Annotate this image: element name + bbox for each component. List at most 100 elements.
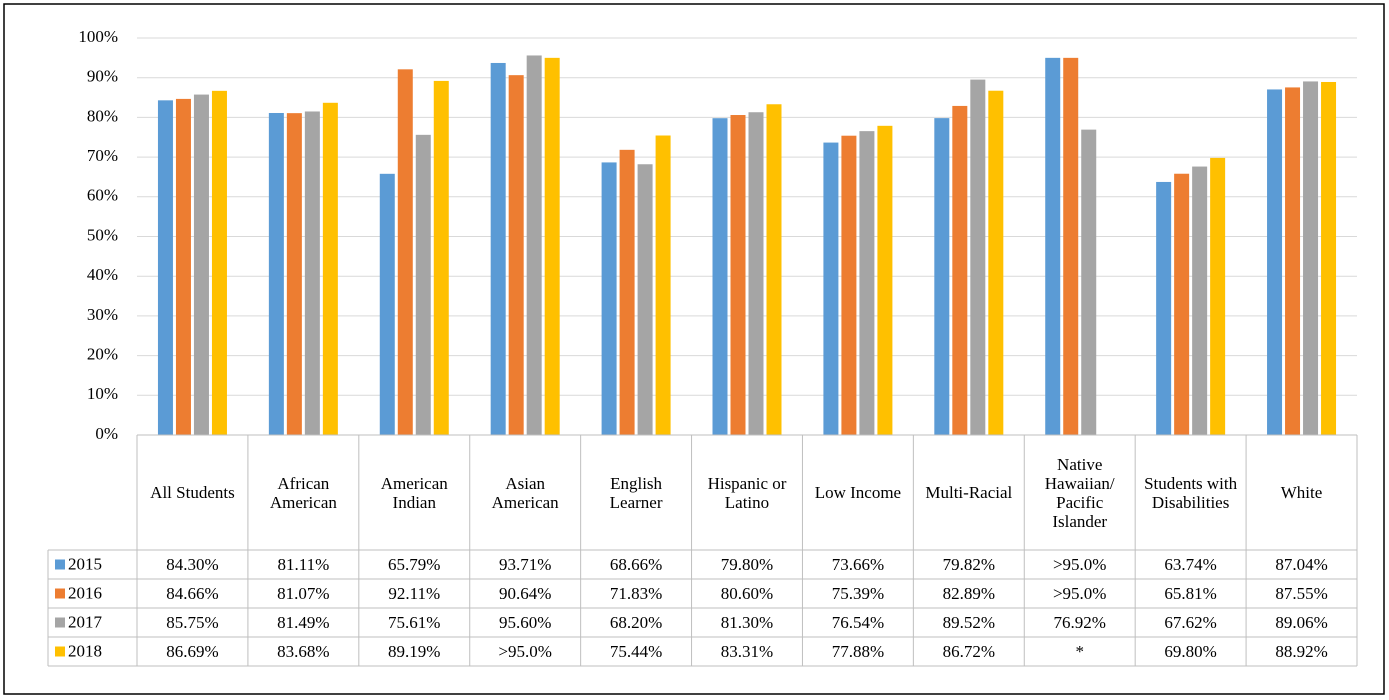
legend-swatch [55,617,65,628]
bar [508,75,524,435]
category-label: English Learner [609,473,663,512]
bar [952,105,968,435]
category-label: Multi-Racial [925,483,1013,502]
value-label: 89.06% [1275,613,1328,632]
bar [397,69,413,435]
bar [988,90,1004,435]
value-label: 76.54% [831,613,885,632]
y-tick-label: 40% [87,265,118,284]
category-label: African American [269,473,337,512]
value-label: 81.11% [277,555,330,574]
bar [712,118,728,435]
value-label: 65.79% [388,555,441,574]
value-label: 95.60% [498,613,552,632]
bar [1210,157,1226,436]
value-label: 84.30% [166,555,219,574]
bar [1156,181,1172,435]
value-label: 68.66% [609,555,663,574]
bar [286,113,302,435]
value-label: 79.82% [942,555,996,574]
bar [304,111,320,435]
value-label: 75.39% [831,584,885,603]
bar [730,115,746,435]
value-label: 90.64% [498,584,552,603]
bar [1063,57,1079,435]
value-label: 81.49% [277,613,330,632]
value-label: 68.20% [609,613,663,632]
value-label: 75.61% [388,613,441,632]
legend-label: 2017 [68,612,103,631]
bar [1045,57,1061,435]
bar [877,125,893,435]
bar [637,164,653,435]
bar [415,134,431,435]
y-tick-label: 0% [95,424,118,443]
value-label: 73.66% [831,555,885,574]
value-label: 92.11% [388,584,441,603]
y-tick-label: 70% [87,146,118,165]
y-tick-label: 20% [87,345,118,364]
category-label: American Indian [380,473,448,512]
value-label: 63.74% [1164,555,1217,574]
y-tick-label: 30% [87,305,118,324]
bar [490,62,506,435]
bar [1081,129,1097,435]
bar [268,112,284,436]
bar [655,135,671,435]
legend-swatch [55,646,65,657]
bar [1192,166,1208,436]
bar [766,104,782,435]
value-label: 83.68% [277,642,330,661]
y-tick-label: 100% [78,27,118,46]
value-label: 87.55% [1275,584,1328,603]
bar [175,98,191,435]
value-label: 86.69% [166,642,219,661]
legend-label: 2018 [68,641,102,660]
bar [1267,89,1283,435]
value-label: 83.31% [720,642,774,661]
value-label: 75.44% [609,642,663,661]
value-label: 69.80% [1164,642,1217,661]
value-label: 82.89% [942,584,996,603]
value-label: 86.72% [942,642,996,661]
bar [601,162,617,435]
value-label: 89.52% [942,613,996,632]
value-label: 87.04% [1275,555,1328,574]
value-label: 80.60% [720,584,774,603]
bar [526,55,542,436]
bar [841,135,857,435]
bar [379,173,395,435]
category-label: White [1280,483,1323,502]
value-label: 71.83% [609,584,663,603]
bar [157,100,173,435]
value-label: * [1075,642,1084,661]
category-label: Hispanic or Latino [707,473,787,512]
bar [970,79,986,436]
value-label: 84.66% [166,584,219,603]
category-label: Asian American [491,473,559,512]
bar [433,80,449,435]
bar [1303,81,1319,436]
value-label: 79.80% [720,555,774,574]
value-label: 93.71% [498,555,552,574]
frame [3,3,1385,695]
category-label: Students with Disabilities [1144,473,1238,512]
value-label: >95.0% [1052,584,1107,603]
bar [859,131,875,435]
legend-label: 2016 [68,583,102,602]
y-tick-label: 80% [87,106,118,125]
value-label: 76.92% [1053,613,1106,632]
bar [1174,173,1190,435]
bar [1285,87,1301,435]
legend-label: 2015 [68,554,102,573]
value-label: 67.62% [1164,613,1217,632]
category-label: Low Income [814,483,902,502]
bar [544,57,560,435]
y-tick-label: 10% [87,384,118,403]
value-label: 65.81% [1164,584,1217,603]
value-label: 89.19% [388,642,441,661]
category-label: Native Hawaiian/ Pacific Islander [1044,454,1115,531]
bar [193,94,209,435]
value-label: 77.88% [831,642,885,661]
